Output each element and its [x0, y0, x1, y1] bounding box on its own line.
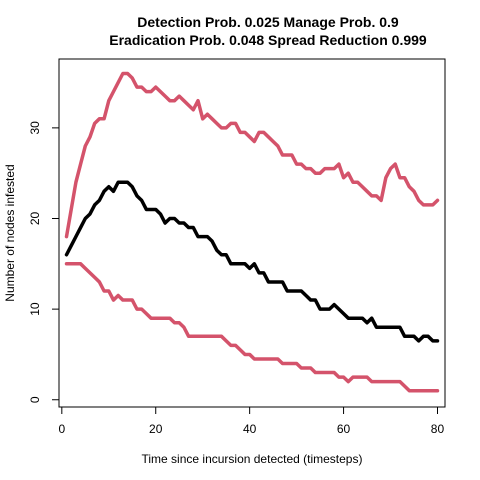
series-layer — [64, 71, 440, 393]
y-tick-label: 0 — [28, 396, 42, 403]
chart-title: Detection Prob. 0.025 Manage Prob. 0.9 — [137, 14, 399, 30]
x-tick-label: 60 — [337, 422, 351, 436]
y-axis: 0 10 20 30 — [28, 121, 60, 403]
series-line-lower — [64, 262, 440, 393]
series-line-median — [64, 180, 440, 343]
x-axis: 0 20 40 60 80 — [58, 406, 445, 436]
y-tick-label: 20 — [28, 212, 42, 226]
x-tick-label: 20 — [149, 422, 163, 436]
x-axis-label: Time since incursion detected (timesteps… — [142, 452, 363, 466]
chart-subtitle: Eradication Prob. 0.048 Spread Reduction… — [109, 32, 427, 48]
y-tick-label: 30 — [28, 121, 42, 135]
x-tick-label: 0 — [58, 422, 65, 436]
x-tick-label: 40 — [243, 422, 257, 436]
series-line-upper — [64, 71, 440, 239]
y-tick-label: 10 — [28, 302, 42, 316]
y-axis-label: Number of nodes infested — [3, 164, 17, 301]
x-tick-label: 80 — [431, 422, 445, 436]
